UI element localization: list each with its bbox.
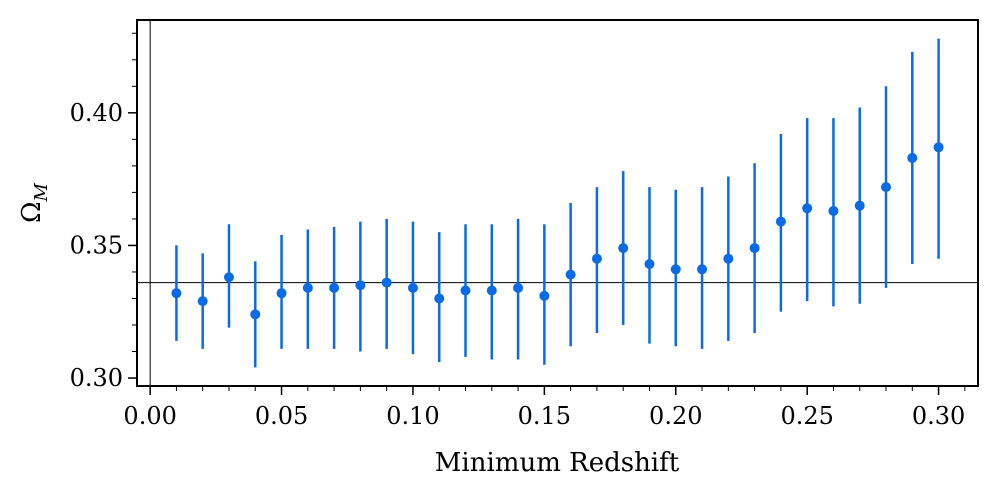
data-point bbox=[670, 264, 681, 275]
data-point bbox=[644, 259, 655, 269]
data-point bbox=[434, 293, 445, 304]
data-point bbox=[329, 282, 340, 293]
data-point bbox=[539, 290, 550, 301]
data-point bbox=[802, 203, 813, 214]
x-axis-label: Minimum Redshift bbox=[435, 448, 680, 478]
data-point bbox=[854, 200, 865, 211]
plot-frame bbox=[136, 19, 979, 387]
data-point bbox=[618, 243, 629, 254]
x-tick-label: 0.30 bbox=[912, 402, 965, 430]
data-point bbox=[591, 253, 602, 264]
data-point bbox=[381, 277, 392, 288]
data-point bbox=[460, 285, 471, 296]
y-axis-label: ΩM bbox=[17, 182, 52, 223]
data-point bbox=[723, 253, 734, 264]
data-point bbox=[171, 288, 182, 299]
data-point bbox=[250, 309, 261, 320]
data-point bbox=[276, 288, 287, 299]
y-tick-label: 0.30 bbox=[70, 364, 123, 392]
data-point bbox=[828, 205, 839, 216]
data-point bbox=[486, 285, 497, 296]
data-point bbox=[881, 182, 892, 193]
data-point bbox=[407, 282, 418, 293]
data-point bbox=[749, 243, 760, 254]
y-tick-label: 0.35 bbox=[70, 231, 123, 259]
data-point bbox=[907, 152, 918, 163]
data-point bbox=[355, 280, 366, 291]
data-point bbox=[565, 269, 576, 280]
data-point bbox=[933, 142, 944, 153]
x-tick-label: 0.25 bbox=[780, 402, 833, 430]
data-point bbox=[775, 216, 786, 227]
data-point bbox=[223, 272, 234, 283]
data-point bbox=[197, 296, 208, 307]
data-point bbox=[302, 282, 313, 293]
x-tick-label: 0.00 bbox=[123, 402, 176, 430]
data-point bbox=[513, 282, 524, 293]
data-point bbox=[697, 264, 708, 275]
x-tick-label: 0.20 bbox=[649, 402, 702, 430]
x-tick-label: 0.15 bbox=[518, 402, 571, 430]
x-tick-label: 0.10 bbox=[386, 402, 439, 430]
x-tick-label: 0.05 bbox=[255, 402, 308, 430]
y-tick-label: 0.40 bbox=[70, 99, 123, 127]
